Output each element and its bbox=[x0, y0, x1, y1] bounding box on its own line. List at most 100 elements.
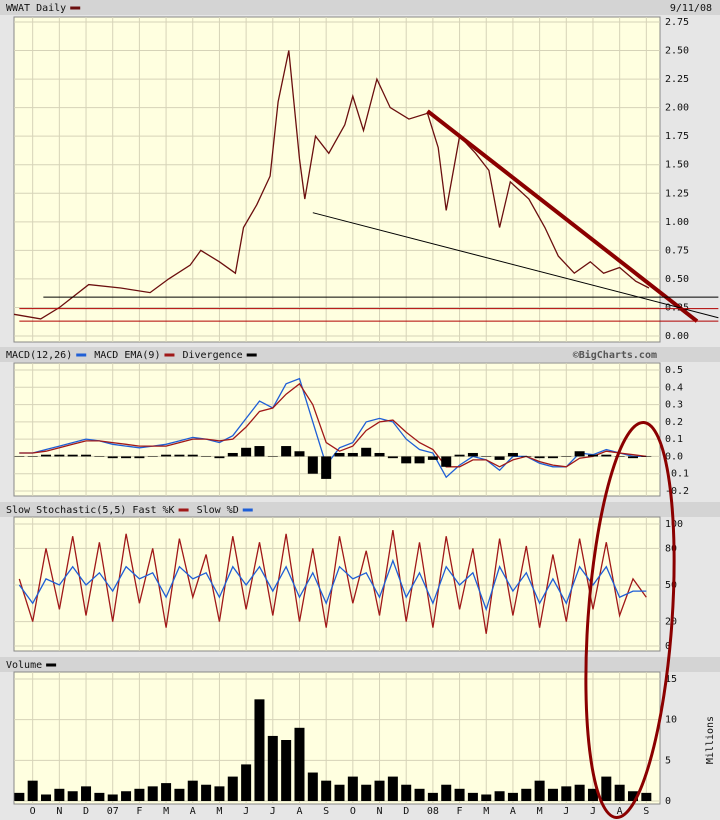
bar bbox=[147, 456, 158, 457]
bar bbox=[294, 727, 305, 801]
bar bbox=[321, 780, 332, 801]
x-tick-label: M bbox=[163, 806, 169, 817]
y-tick-label: 0.4 bbox=[665, 382, 683, 393]
bar bbox=[401, 784, 412, 801]
date-label: 9/11/08 bbox=[670, 3, 712, 14]
bar bbox=[387, 456, 398, 459]
legend-label: Volume bbox=[6, 660, 42, 671]
bar bbox=[561, 456, 572, 457]
bar bbox=[467, 792, 478, 801]
bar bbox=[574, 451, 585, 457]
bar bbox=[121, 791, 132, 801]
y-tick-label: 2.25 bbox=[665, 74, 689, 85]
y-tick-label: 0.5 bbox=[665, 365, 683, 376]
bar bbox=[41, 454, 52, 457]
x-tick-label: J bbox=[563, 806, 569, 817]
bar bbox=[214, 456, 225, 459]
bar bbox=[241, 447, 252, 457]
trendline bbox=[312, 212, 719, 319]
bar bbox=[174, 788, 185, 801]
bar bbox=[281, 740, 292, 801]
bar bbox=[267, 735, 278, 801]
bar bbox=[481, 456, 492, 457]
y-tick-label: 0 bbox=[665, 796, 671, 807]
bar bbox=[587, 788, 598, 801]
bar bbox=[227, 776, 238, 801]
y-tick-label: 0.2 bbox=[665, 417, 683, 428]
bar bbox=[627, 791, 638, 801]
bar bbox=[454, 454, 465, 457]
legend-label: Fast %K bbox=[132, 505, 174, 516]
series-line bbox=[18, 529, 647, 634]
bar bbox=[361, 447, 372, 457]
bar bbox=[587, 454, 598, 457]
x-tick-label: 07 bbox=[107, 806, 119, 817]
x-tick-label: O bbox=[350, 806, 356, 817]
legend-label: Slow %D bbox=[197, 505, 239, 516]
bar bbox=[347, 776, 358, 801]
bar bbox=[14, 456, 25, 457]
bar bbox=[454, 788, 465, 801]
plot-area bbox=[13, 16, 661, 343]
bar bbox=[81, 786, 92, 801]
bar bbox=[321, 456, 332, 479]
bar bbox=[27, 456, 38, 457]
legend-label: Divergence bbox=[182, 350, 242, 361]
credit: ©BigCharts.com bbox=[573, 349, 657, 361]
highlight-ellipse bbox=[584, 420, 676, 820]
bar bbox=[267, 456, 278, 457]
bar bbox=[254, 699, 265, 801]
y-tick-label: 0.75 bbox=[665, 245, 689, 256]
x-tick-label: M bbox=[216, 806, 222, 817]
bar bbox=[641, 456, 652, 457]
y-tick-label: 1.75 bbox=[665, 131, 689, 142]
bar bbox=[441, 784, 452, 801]
y-tick-label: 0.1 bbox=[665, 434, 683, 445]
plot-area bbox=[13, 516, 661, 652]
bar bbox=[361, 784, 372, 801]
bar bbox=[414, 788, 425, 801]
bar bbox=[67, 454, 78, 457]
bar bbox=[561, 786, 572, 801]
y-tick-label: -0.1 bbox=[665, 469, 689, 480]
bar bbox=[427, 792, 438, 801]
panel-header bbox=[0, 657, 720, 672]
bar bbox=[614, 456, 625, 457]
y-tick-label: 0 bbox=[665, 641, 671, 652]
bar bbox=[94, 456, 105, 457]
bar bbox=[54, 454, 65, 457]
x-tick-label: 08 bbox=[427, 806, 439, 817]
x-tick-label: F bbox=[136, 806, 142, 817]
bar bbox=[534, 780, 545, 801]
y-tick-label: 0.00 bbox=[665, 331, 689, 342]
x-tick-label: A bbox=[296, 806, 302, 817]
y-tick-label: 15 bbox=[665, 674, 677, 685]
y-tick-label: -0.2 bbox=[665, 486, 689, 497]
bar bbox=[641, 792, 652, 801]
bar bbox=[214, 786, 225, 801]
panel-title: Slow Stochastic(5,5) bbox=[6, 505, 126, 516]
y-tick-label: 10 bbox=[665, 715, 677, 726]
bar bbox=[161, 783, 172, 801]
x-tick-label: F bbox=[457, 806, 463, 817]
bar bbox=[507, 452, 518, 457]
y-tick-label: 1.50 bbox=[665, 160, 689, 171]
series-line bbox=[19, 382, 647, 468]
panel-header bbox=[0, 347, 720, 362]
y-tick-label: 0.3 bbox=[665, 400, 683, 411]
x-tick-label: A bbox=[190, 806, 196, 817]
y-tick-label: 0.50 bbox=[665, 274, 689, 285]
y-tick-label: 5 bbox=[665, 755, 671, 766]
plot-area bbox=[13, 671, 661, 805]
bar bbox=[481, 794, 492, 801]
bar bbox=[281, 446, 292, 457]
x-tick-label: D bbox=[403, 806, 409, 817]
bar bbox=[441, 456, 452, 467]
bar bbox=[414, 456, 425, 464]
bar bbox=[547, 788, 558, 801]
bar bbox=[174, 454, 185, 457]
panel-header bbox=[0, 0, 720, 15]
x-tick-label: S bbox=[323, 806, 329, 817]
legend-label: MACD EMA(9) bbox=[94, 350, 160, 361]
